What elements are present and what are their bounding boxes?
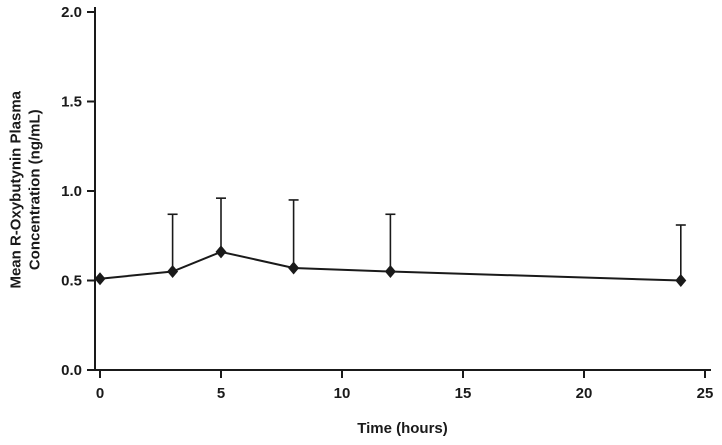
y-tick-label: 2.0	[61, 4, 82, 21]
diamond-marker	[167, 265, 179, 279]
x-tick-label: 20	[576, 385, 593, 402]
y-ticks: 0.0 0.5 1.0 1.5 2.0	[61, 4, 95, 379]
diamond-marker	[215, 245, 227, 259]
series-line	[99, 250, 681, 282]
y-tick-label: 0.0	[61, 362, 82, 379]
y-tick-label: 1.0	[61, 183, 82, 200]
x-tick-label: 15	[455, 385, 472, 402]
diamond-marker	[288, 261, 300, 275]
x-tick-label: 10	[334, 385, 351, 402]
diamond-marker	[675, 274, 687, 287]
data-points	[94, 245, 687, 287]
x-tick-label: 25	[697, 385, 714, 402]
error-bars	[167, 197, 686, 281]
x-ticks: 0 5 10 15 20 25	[96, 370, 714, 402]
x-tick-label: 0	[96, 385, 104, 402]
axes	[94, 7, 711, 371]
y-tick-label: 0.5	[61, 273, 82, 290]
y-tick-label: 1.5	[61, 94, 82, 111]
x-tick-label: 5	[217, 385, 225, 402]
diamond-marker	[94, 272, 106, 286]
diamond-marker	[384, 265, 396, 279]
x-axis-label: Time (hours)	[357, 420, 448, 437]
